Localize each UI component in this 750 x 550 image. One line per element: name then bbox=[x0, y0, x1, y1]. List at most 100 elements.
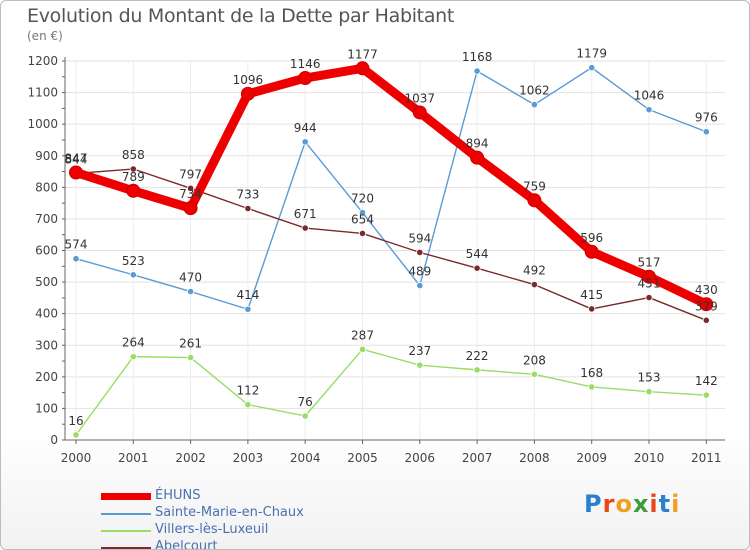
data-label: 789 bbox=[122, 170, 145, 184]
y-tick-label: 600 bbox=[35, 244, 58, 258]
data-label: 1062 bbox=[519, 84, 550, 98]
data-label: 847 bbox=[65, 151, 88, 165]
data-label: 153 bbox=[638, 371, 661, 385]
data-point-0 bbox=[126, 183, 141, 198]
data-label: 596 bbox=[580, 231, 603, 245]
data-point-0 bbox=[584, 244, 599, 259]
data-point-3 bbox=[129, 165, 137, 173]
data-point-3 bbox=[358, 229, 367, 238]
y-tick-label: 0 bbox=[50, 433, 58, 447]
data-point-3 bbox=[187, 184, 195, 192]
y-tick-label: 900 bbox=[35, 149, 58, 163]
data-point-2 bbox=[358, 345, 367, 353]
data-label: 222 bbox=[466, 349, 489, 363]
y-tick-label: 800 bbox=[35, 180, 58, 194]
data-point-1 bbox=[301, 138, 309, 146]
legend-swatch bbox=[101, 547, 151, 549]
y-tick-label: 500 bbox=[35, 275, 58, 289]
data-label: 1179 bbox=[576, 47, 607, 61]
data-point-0 bbox=[470, 150, 485, 165]
legend-item: Sainte-Marie-en-Chaux bbox=[101, 505, 461, 522]
data-point-1 bbox=[358, 209, 367, 217]
data-label: 858 bbox=[122, 148, 145, 162]
data-point-0 bbox=[69, 165, 83, 180]
data-label: 430 bbox=[695, 283, 718, 297]
data-label: 1037 bbox=[405, 91, 436, 105]
data-label: 237 bbox=[408, 344, 431, 358]
data-point-2 bbox=[129, 353, 137, 361]
data-point-0 bbox=[240, 86, 255, 101]
legend: ÉHUNS Sainte-Marie-en-Chaux Villers-lès-Lu… bbox=[101, 488, 461, 550]
data-point-1 bbox=[416, 281, 424, 290]
data-label: 287 bbox=[351, 328, 374, 342]
data-point-0 bbox=[699, 297, 714, 312]
logo-letter: t bbox=[658, 490, 672, 518]
data-point-3 bbox=[301, 224, 309, 232]
data-label: 470 bbox=[179, 271, 202, 285]
data-point-3 bbox=[530, 281, 539, 289]
chart-title: Evolution du Montant de la Dette par Hab… bbox=[27, 5, 455, 27]
data-label: 523 bbox=[122, 254, 145, 268]
legend-item: Villers-lès-Luxeuil bbox=[101, 522, 461, 539]
logo-letter: r bbox=[602, 490, 616, 518]
legend-item: Abelcourt bbox=[101, 539, 461, 550]
data-point-1 bbox=[244, 305, 252, 313]
data-label: 976 bbox=[695, 111, 718, 125]
series-line-3 bbox=[75, 168, 707, 321]
data-point-2 bbox=[530, 370, 539, 378]
x-tick-label: 2009 bbox=[576, 451, 607, 465]
data-label: 112 bbox=[236, 384, 259, 398]
data-point-1 bbox=[645, 106, 653, 114]
data-point-3 bbox=[645, 293, 653, 302]
legend-label: Abelcourt bbox=[155, 539, 218, 550]
data-label: 654 bbox=[351, 212, 374, 226]
data-label: 451 bbox=[638, 277, 661, 291]
data-point-1 bbox=[588, 64, 596, 72]
data-point-2 bbox=[187, 353, 195, 362]
data-label: 733 bbox=[236, 187, 259, 201]
data-label: 142 bbox=[695, 374, 718, 388]
series-line-0 bbox=[71, 63, 711, 309]
data-label: 671 bbox=[294, 207, 317, 221]
unit-label: (en €) bbox=[27, 29, 63, 43]
data-point-3 bbox=[473, 264, 481, 272]
data-label: 544 bbox=[466, 247, 489, 261]
data-label: 574 bbox=[65, 238, 88, 252]
data-point-1 bbox=[187, 287, 195, 296]
data-label: 759 bbox=[523, 179, 546, 193]
y-tick-label: 400 bbox=[35, 307, 58, 321]
data-label: 734 bbox=[179, 187, 202, 201]
data-label: 894 bbox=[466, 137, 489, 151]
series-line-1 bbox=[75, 66, 707, 310]
y-tick-label: 700 bbox=[35, 212, 58, 226]
legend-item: ÉHUNS bbox=[101, 488, 461, 505]
y-tick-label: 100 bbox=[35, 401, 58, 415]
data-point-2 bbox=[588, 383, 596, 391]
data-point-2 bbox=[645, 388, 653, 396]
data-point-1 bbox=[473, 67, 481, 75]
x-tick-label: 2008 bbox=[519, 451, 550, 465]
data-point-2 bbox=[416, 361, 424, 369]
logo-letter: x bbox=[632, 490, 650, 518]
data-point-0 bbox=[183, 201, 198, 216]
data-point-0 bbox=[527, 193, 542, 208]
x-tick-label: 2007 bbox=[462, 451, 493, 465]
x-tick-label: 2002 bbox=[175, 451, 206, 465]
data-label: 208 bbox=[523, 353, 546, 367]
data-point-0 bbox=[412, 105, 427, 120]
data-label: 489 bbox=[408, 265, 431, 279]
data-label: 492 bbox=[523, 264, 546, 278]
data-point-1 bbox=[530, 100, 539, 109]
y-tick-label: 1100 bbox=[27, 86, 58, 100]
y-tick-label: 200 bbox=[35, 370, 58, 384]
legend-swatch bbox=[101, 513, 151, 515]
data-label: 1146 bbox=[290, 57, 321, 71]
y-tick-label: 1000 bbox=[27, 117, 58, 131]
data-label: 379 bbox=[695, 299, 718, 313]
data-label: 1177 bbox=[347, 47, 378, 61]
data-label: 720 bbox=[351, 192, 374, 206]
logo-letter: i bbox=[671, 490, 681, 518]
data-label: 76 bbox=[298, 395, 313, 409]
